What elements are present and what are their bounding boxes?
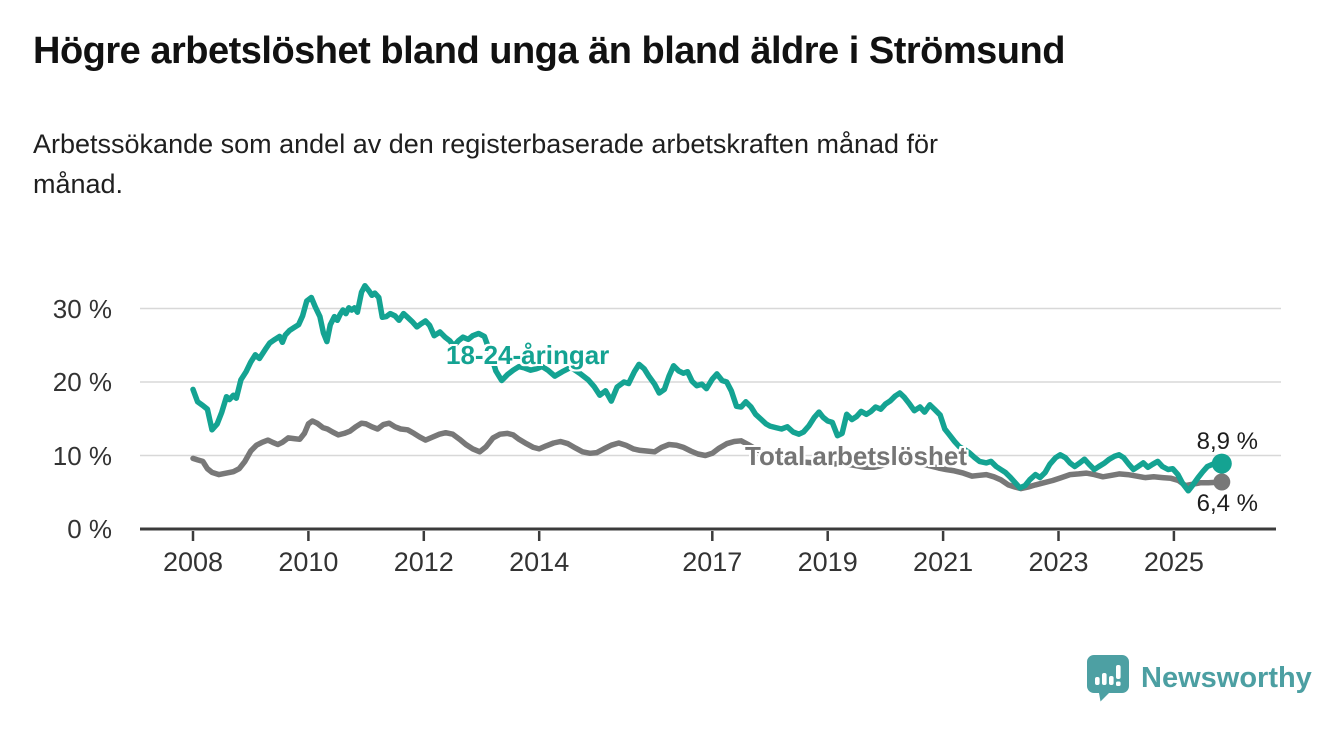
x-axis-label-2023: 2023 (1028, 547, 1089, 577)
x-axis-label-2014: 2014 (509, 547, 570, 577)
y-axis-label-0: 0 % (67, 514, 112, 544)
x-axis-label-2021: 2021 (913, 547, 974, 577)
x-axis-label-2019: 2019 (797, 547, 858, 577)
end-value-label-young: 8,9 % (1196, 428, 1258, 455)
newsworthy-logo[interactable]: Newsworthy (1085, 653, 1312, 703)
y-axis-label-20: 20 % (52, 367, 112, 397)
end-dot-total (1213, 473, 1231, 491)
series-line-18-24-ringar (190, 282, 1225, 494)
series-label-total: Total arbetslöshet (745, 441, 968, 471)
end-dot-young (1211, 453, 1232, 474)
y-axis-label-30: 30 % (52, 293, 112, 324)
y-axis-label-10: 10 % (52, 440, 112, 471)
x-axis-label-2012: 2012 (393, 547, 454, 577)
x-axis-label-2008: 2008 (162, 547, 224, 577)
page-subtitle: Arbetssökande som andel av den registerb… (33, 129, 939, 199)
x-axis-label-2010: 2010 (278, 547, 339, 577)
newsworthy-bubble-icon (1087, 655, 1129, 702)
end-value-label-total: 6,4 % (1196, 490, 1258, 517)
newsworthy-wordmark: Newsworthy (1141, 661, 1312, 694)
x-axis-label-2017: 2017 (682, 547, 743, 577)
page-title: Högre arbetslöshet bland unga än bland ä… (33, 30, 1065, 72)
x-axis-label-2025: 2025 (1143, 547, 1204, 577)
series-label-young: 18-24-åringar (446, 340, 610, 370)
